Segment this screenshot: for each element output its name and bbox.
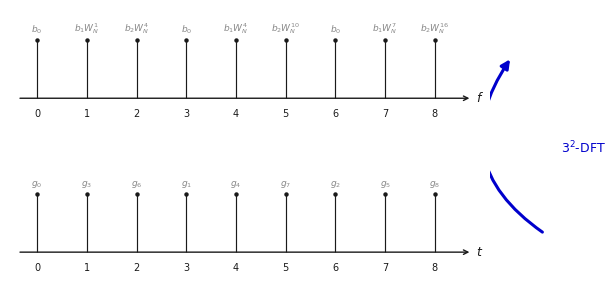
Text: $g_2$: $g_2$ [330,179,341,190]
Text: $g_7$: $g_7$ [280,179,291,190]
Text: 3: 3 [183,262,189,272]
Text: $b_2W_N^{10}$: $b_2W_N^{10}$ [271,21,300,36]
Text: 1: 1 [84,109,90,119]
Text: $g_1$: $g_1$ [181,179,192,190]
Text: 6: 6 [332,109,338,119]
Text: $b_1W_N^{4}$: $b_1W_N^{4}$ [223,21,248,36]
Text: 8: 8 [432,109,438,119]
Text: 2: 2 [133,262,140,272]
Text: 4: 4 [233,262,239,272]
Text: 4: 4 [233,109,239,119]
Text: $f$: $f$ [476,91,484,105]
Text: 5: 5 [283,109,289,119]
Text: 7: 7 [382,262,388,272]
Text: $g_5$: $g_5$ [379,179,391,190]
Text: $t$: $t$ [476,246,483,259]
FancyArrowPatch shape [482,62,542,232]
Text: $b_0$: $b_0$ [181,24,192,36]
Text: $g_0$: $g_0$ [31,179,43,190]
Text: $g_3$: $g_3$ [81,179,92,190]
Text: 1: 1 [84,262,90,272]
Text: 5: 5 [283,262,289,272]
Text: 3: 3 [183,109,189,119]
Text: 2: 2 [133,109,140,119]
Text: $b_1W_N^{7}$: $b_1W_N^{7}$ [373,21,398,36]
Text: $b_1W_N^{1}$: $b_1W_N^{1}$ [74,21,100,36]
Text: 0: 0 [34,109,40,119]
Text: $g_4$: $g_4$ [230,179,242,190]
Text: 7: 7 [382,109,388,119]
Text: $b_0$: $b_0$ [31,24,43,36]
Text: $g_6$: $g_6$ [131,179,142,190]
Text: $b_2W_N^{16}$: $b_2W_N^{16}$ [420,21,450,36]
Text: $b_0$: $b_0$ [330,24,341,36]
Text: $3^2$-DFT: $3^2$-DFT [561,140,606,156]
Text: 6: 6 [332,262,338,272]
Text: 8: 8 [432,262,438,272]
Text: $b_2W_N^{4}$: $b_2W_N^{4}$ [124,21,149,36]
Text: 0: 0 [34,262,40,272]
Text: $g_8$: $g_8$ [429,179,441,190]
